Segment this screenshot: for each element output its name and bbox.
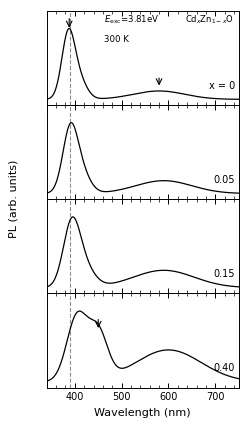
Text: PL (arb. units): PL (arb. units) [9,160,18,239]
Text: Cd$_x$Zn$_{1-x}$O: Cd$_x$Zn$_{1-x}$O [185,14,234,26]
Text: 0.40: 0.40 [214,363,235,373]
X-axis label: Wavelength (nm): Wavelength (nm) [94,408,191,418]
Text: 0.15: 0.15 [213,269,235,279]
Text: $E_{\mathrm{exc}}$=3.81eV: $E_{\mathrm{exc}}$=3.81eV [104,14,160,26]
Text: 0.05: 0.05 [213,175,235,185]
Text: 300 K: 300 K [104,36,129,44]
Text: x = 0: x = 0 [209,81,235,91]
